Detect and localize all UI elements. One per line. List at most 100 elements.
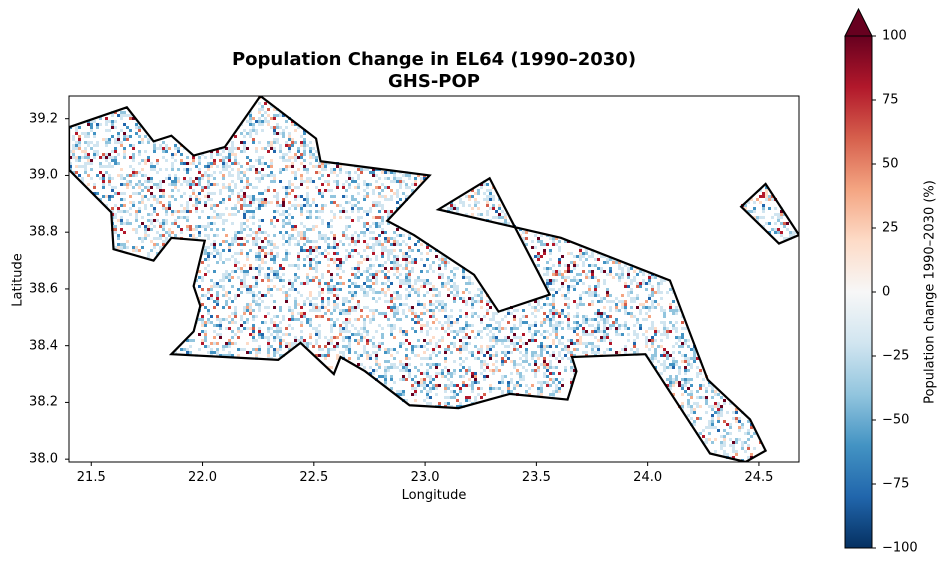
raster-cell (312, 297, 315, 300)
raster-cell (240, 189, 243, 192)
raster-cell (489, 198, 492, 201)
raster-cell (246, 306, 249, 309)
raster-cell (459, 363, 462, 366)
raster-cell (294, 198, 297, 201)
raster-cell (387, 216, 390, 219)
raster-cell (294, 171, 297, 174)
raster-cell (657, 291, 660, 294)
raster-cell (219, 333, 222, 336)
raster-cell (555, 357, 558, 360)
raster-cell (450, 390, 453, 393)
raster-cell (432, 363, 435, 366)
raster-cell (345, 330, 348, 333)
raster-cell (141, 222, 144, 225)
raster-cell (354, 243, 357, 246)
raster-cell (438, 384, 441, 387)
raster-cell (429, 249, 432, 252)
raster-cell (108, 195, 111, 198)
raster-cell (432, 288, 435, 291)
raster-cell (300, 234, 303, 237)
raster-cell (99, 156, 102, 159)
raster-cell (162, 225, 165, 228)
raster-cell (633, 315, 636, 318)
raster-cell (360, 336, 363, 339)
raster-cell (273, 348, 276, 351)
raster-cell (246, 234, 249, 237)
raster-cell (336, 318, 339, 321)
raster-cell (348, 342, 351, 345)
raster-cell (246, 321, 249, 324)
raster-cell (363, 225, 366, 228)
raster-cell (288, 147, 291, 150)
raster-cell (426, 342, 429, 345)
raster-cell (114, 138, 117, 141)
raster-cell (246, 204, 249, 207)
raster-cell (216, 303, 219, 306)
raster-cell (123, 243, 126, 246)
raster-cell (336, 204, 339, 207)
raster-cell (84, 171, 87, 174)
raster-cell (552, 312, 555, 315)
raster-cell (156, 237, 159, 240)
raster-cell (681, 387, 684, 390)
raster-cell (108, 165, 111, 168)
raster-cell (600, 297, 603, 300)
raster-cell (468, 198, 471, 201)
raster-cell (168, 177, 171, 180)
raster-cell (519, 345, 522, 348)
raster-cell (183, 162, 186, 165)
raster-cell (615, 333, 618, 336)
raster-cell (198, 201, 201, 204)
raster-cell (276, 198, 279, 201)
raster-cell (285, 327, 288, 330)
raster-cell (690, 390, 693, 393)
raster-cell (486, 210, 489, 213)
raster-cell (213, 351, 216, 354)
raster-cell (429, 378, 432, 381)
raster-cell (231, 312, 234, 315)
raster-cell (291, 171, 294, 174)
raster-cell (723, 420, 726, 423)
raster-cell (216, 297, 219, 300)
raster-cell (672, 363, 675, 366)
raster-cell (204, 204, 207, 207)
raster-cell (717, 393, 720, 396)
raster-cell (207, 237, 210, 240)
raster-cell (381, 183, 384, 186)
raster-cell (333, 252, 336, 255)
raster-cell (243, 264, 246, 267)
raster-cell (93, 186, 96, 189)
raster-cell (603, 330, 606, 333)
raster-cell (603, 321, 606, 324)
raster-cell (273, 273, 276, 276)
raster-cell (513, 315, 516, 318)
raster-cell (126, 135, 129, 138)
raster-cell (249, 312, 252, 315)
raster-cell (408, 261, 411, 264)
raster-cell (462, 327, 465, 330)
raster-cell (495, 321, 498, 324)
raster-cell (108, 183, 111, 186)
raster-cell (777, 231, 780, 234)
raster-cell (246, 273, 249, 276)
raster-cell (201, 321, 204, 324)
raster-cell (204, 201, 207, 204)
raster-cell (408, 234, 411, 237)
raster-cell (225, 294, 228, 297)
raster-cell (327, 183, 330, 186)
raster-cell (240, 291, 243, 294)
raster-cell (471, 207, 474, 210)
raster-cell (195, 210, 198, 213)
raster-cell (342, 234, 345, 237)
raster-cell (162, 222, 165, 225)
raster-cell (261, 129, 264, 132)
raster-cell (345, 216, 348, 219)
raster-cell (369, 321, 372, 324)
raster-cell (264, 255, 267, 258)
raster-cell (198, 198, 201, 201)
raster-cell (576, 315, 579, 318)
raster-cell (366, 192, 369, 195)
raster-cell (294, 273, 297, 276)
raster-cell (423, 303, 426, 306)
raster-cell (477, 381, 480, 384)
